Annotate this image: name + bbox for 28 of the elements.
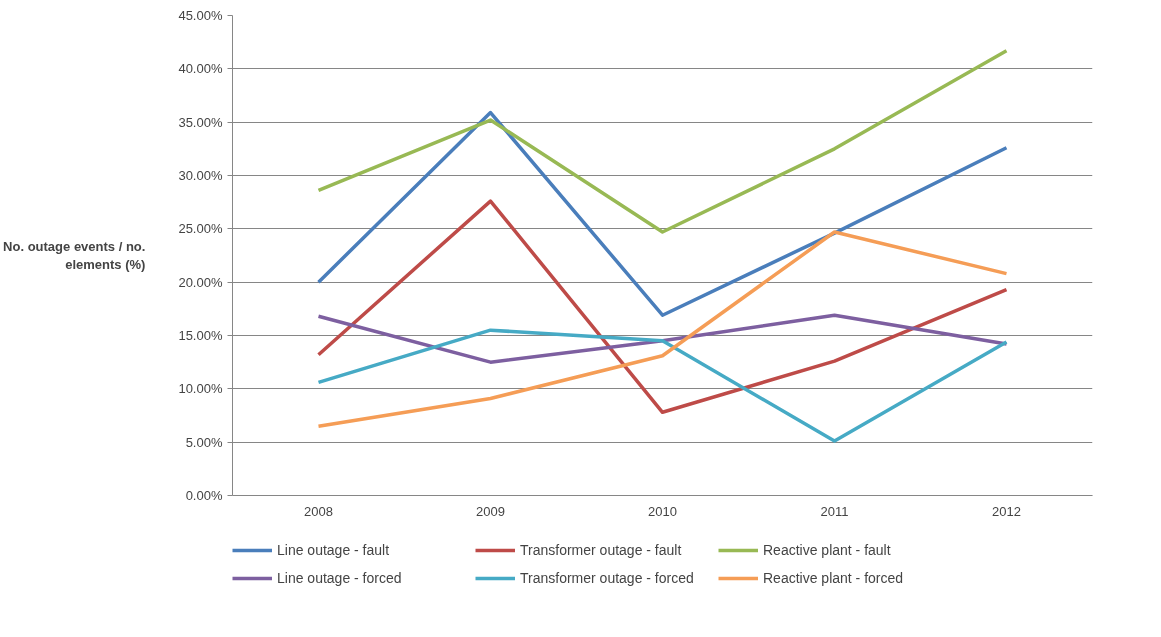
legend-label: Transformer outage - forced: [520, 570, 695, 586]
legend-label: Transformer outage - fault: [520, 542, 683, 558]
y-tick-label: 45.00%: [178, 8, 223, 23]
y-tick-label: 25.00%: [178, 221, 223, 237]
legend-label: Reactive plant - forced: [763, 570, 905, 586]
x-tick-label: 2010: [648, 503, 677, 519]
line-series: [316, 110, 1009, 317]
legend-label: Reactive plant - fault: [763, 542, 892, 558]
y-tick-label: 0.00%: [185, 488, 223, 503]
line-series: [316, 199, 1009, 415]
y-tick-label: 20.00%: [178, 274, 223, 290]
y-tick-label: 15.00%: [178, 328, 223, 343]
y-tick-label: 35.00%: [178, 114, 223, 130]
y-tick-label: 10.00%: [178, 381, 223, 397]
y-tick-label: 5.00%: [185, 434, 223, 450]
x-tick-label: 2009: [476, 503, 505, 519]
legend-label: Line outage - forced: [277, 570, 403, 586]
y-tick-label: 40.00%: [178, 61, 223, 77]
y-axis-title: No. outage events / no. elements (%): [3, 239, 146, 272]
legend-label: Line outage - fault: [277, 542, 391, 558]
line-series: [316, 48, 1009, 234]
y-tick-label: 30.00%: [178, 168, 223, 183]
x-tick-label: 2011: [820, 503, 849, 519]
line-series: [316, 328, 1009, 443]
line-series: [316, 313, 1009, 364]
line-series: [316, 230, 1009, 428]
x-tick-label: 2008: [304, 503, 333, 519]
x-tick-label: 2012: [992, 503, 1021, 519]
